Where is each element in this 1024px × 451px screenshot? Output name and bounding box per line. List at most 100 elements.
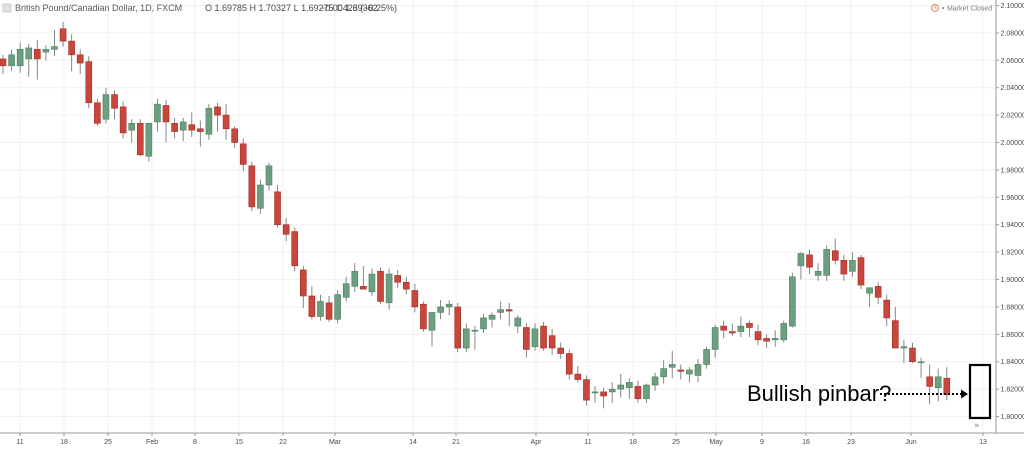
candle-body xyxy=(634,386,642,400)
candle-bearish xyxy=(222,104,230,140)
candle-bullish xyxy=(463,323,470,353)
annotation-text: Bullish pinbar? xyxy=(747,381,891,406)
candle-bearish xyxy=(677,364,685,380)
candle-bearish xyxy=(299,265,307,309)
chart-legend: British Pound/Canadian Dollar, 1D, FXCM … xyxy=(2,3,397,13)
time-tick-label: 21 xyxy=(452,439,460,446)
chart-grid xyxy=(0,0,996,433)
candle-bearish xyxy=(94,98,101,127)
candle-body xyxy=(411,290,419,308)
candle-body xyxy=(248,165,256,208)
price-axis[interactable]: 2.10000 2.08000 2.06000 2.04000 2.02000 2.000… xyxy=(996,3,1024,421)
candle-bearish xyxy=(0,54,7,74)
candle-bearish xyxy=(59,21,67,47)
candle-bearish xyxy=(420,301,427,332)
candle-body xyxy=(892,320,899,349)
candle-body xyxy=(282,224,290,235)
candle-body xyxy=(505,309,513,312)
candle-body xyxy=(831,250,839,261)
price-tick-label: 1.90000 xyxy=(1001,277,1024,284)
candle-body xyxy=(488,314,496,320)
candle-bearish xyxy=(548,328,556,355)
candle-body xyxy=(325,302,333,320)
candle-body xyxy=(651,376,659,386)
candle-body xyxy=(51,46,58,50)
candle-bearish xyxy=(720,320,728,339)
candle-bullish xyxy=(643,383,650,403)
candle-body xyxy=(934,376,942,389)
candle-body xyxy=(179,121,187,131)
candle-body xyxy=(76,54,84,64)
symbol-icon xyxy=(2,3,12,13)
candle-body xyxy=(454,306,462,349)
candle-body xyxy=(780,323,788,341)
candle-body xyxy=(668,364,676,368)
clock-icon xyxy=(931,4,939,12)
candle-bullish xyxy=(154,98,161,132)
candle-bearish xyxy=(565,349,573,380)
candle-bullish xyxy=(179,117,187,142)
candle-bullish xyxy=(385,268,393,310)
candle-bearish xyxy=(909,342,916,364)
market-status[interactable]: • Market Closed xyxy=(931,4,993,13)
candle-body xyxy=(574,373,582,380)
candle-bullish xyxy=(368,268,376,296)
candle-body xyxy=(59,28,67,42)
candle-bearish xyxy=(214,102,221,132)
candle-body xyxy=(368,273,376,293)
time-axis[interactable]: 11 18 25 Feb 8 15 22 Mar 14 21 Apr 11 18 25 May 9 16 23 Ju… xyxy=(16,433,987,446)
price-tick-label: 1.94000 xyxy=(1001,222,1024,229)
candle-body xyxy=(746,323,753,328)
candle-bearish xyxy=(274,184,281,228)
ohlc-values: O 1.69785 H 1.70327 L 1.69275 C 1.69362 xyxy=(205,3,378,13)
candle-body xyxy=(926,376,933,387)
candle-body xyxy=(643,384,650,400)
price-tick-label: 1.88000 xyxy=(1001,304,1024,311)
time-tick-label: 14 xyxy=(409,439,417,446)
scroll-to-realtime-button[interactable]: » xyxy=(974,421,980,431)
candle-body xyxy=(557,347,565,354)
candle-body xyxy=(42,49,50,53)
candle-body xyxy=(660,368,667,378)
candle-body xyxy=(523,327,530,350)
candle-body xyxy=(188,124,196,131)
candle-body xyxy=(514,317,522,327)
candle-body xyxy=(214,106,221,116)
time-tick-label: 18 xyxy=(629,439,637,446)
candle-body xyxy=(0,58,7,67)
candle-body xyxy=(291,231,299,267)
time-tick-label: 22 xyxy=(279,439,287,446)
candle-bearish xyxy=(68,34,75,72)
time-tick-label: 18 xyxy=(60,439,68,446)
candle-bullish xyxy=(814,263,822,281)
candle-body xyxy=(68,40,75,56)
candle-bullish xyxy=(8,49,15,72)
candle-body xyxy=(686,369,693,375)
candle-body xyxy=(377,271,384,302)
time-tick-label: 11 xyxy=(16,439,23,446)
candle-bearish xyxy=(763,334,770,349)
candle-bullish xyxy=(265,163,273,191)
time-tick-label: Jun xyxy=(905,439,916,446)
candle-body xyxy=(711,327,719,350)
time-tick-label: 9 xyxy=(760,439,764,446)
candle-body xyxy=(806,254,813,268)
candle-bearish xyxy=(746,320,753,338)
candle-bearish xyxy=(583,375,590,406)
candle-bullish xyxy=(145,123,153,162)
candle-body xyxy=(257,184,264,209)
price-tick-label: 2.06000 xyxy=(1001,58,1024,65)
candle-body xyxy=(823,249,830,276)
candle-bearish xyxy=(523,323,530,358)
candle-bearish xyxy=(728,323,736,336)
candle-body xyxy=(849,260,856,272)
candle-bullish xyxy=(849,252,856,277)
price-tick-label: 1.96000 xyxy=(1001,195,1024,202)
candle-bearish xyxy=(325,295,333,323)
candle-bearish xyxy=(119,101,127,139)
candle-body xyxy=(34,49,41,60)
candle-bullish xyxy=(205,104,213,140)
candle-body xyxy=(154,103,161,123)
candle-body xyxy=(239,143,247,165)
